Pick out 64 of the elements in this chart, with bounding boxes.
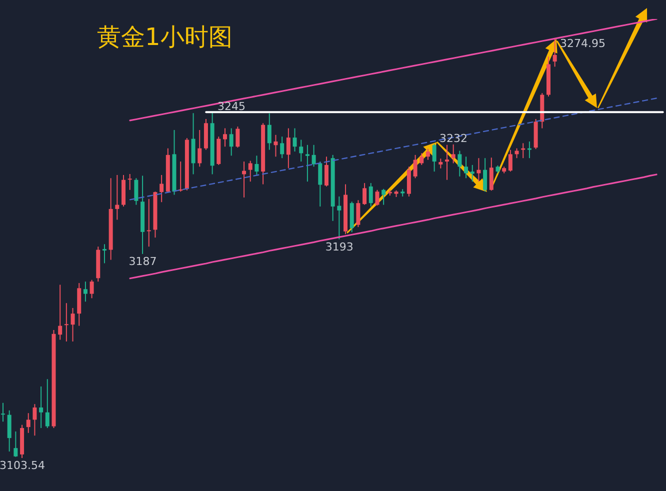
candlestick — [26, 412, 30, 434]
candlestick — [483, 158, 488, 192]
candlestick — [305, 144, 310, 182]
candlestick — [90, 279, 94, 299]
candlestick — [312, 144, 316, 168]
annotation: 3193 — [325, 240, 354, 254]
candlestick — [160, 174, 164, 203]
candlestick — [470, 164, 474, 182]
candlestick — [413, 154, 418, 179]
annotation: 3274.95 — [560, 36, 606, 50]
candlestick — [64, 302, 68, 342]
candlestick — [438, 158, 443, 169]
candlestick — [254, 155, 259, 176]
candlestick — [464, 156, 468, 179]
candlestick — [420, 152, 424, 166]
candlestick — [45, 378, 50, 429]
candlestick — [432, 143, 436, 172]
candlestick — [527, 140, 532, 159]
candlestick — [146, 198, 151, 248]
candlestick — [445, 144, 449, 180]
annotation: 3187 — [128, 254, 157, 268]
annotation: 3245 — [217, 100, 246, 114]
candlestick — [382, 188, 386, 206]
candlestick — [1, 402, 5, 422]
candlestick — [70, 307, 75, 342]
candlestick — [115, 174, 120, 220]
candlestick — [356, 200, 360, 228]
candlestick — [368, 182, 373, 208]
candlestick — [489, 157, 494, 192]
candlestick — [324, 156, 328, 187]
candlestick — [102, 244, 106, 264]
candlestick — [292, 128, 297, 152]
candlestick — [451, 144, 456, 164]
candlestick — [274, 134, 278, 158]
candlestick — [318, 161, 322, 208]
chart-title: 黄金1小时图 — [97, 23, 232, 51]
candlestick — [229, 128, 234, 156]
candlestick — [337, 196, 342, 240]
candlestick — [375, 189, 380, 206]
candlestick — [14, 430, 18, 458]
candlestick — [223, 128, 227, 148]
candlestick — [458, 150, 462, 177]
candlestick — [362, 182, 367, 206]
candlestick — [280, 136, 284, 159]
candlestick — [39, 386, 44, 429]
candlestick — [406, 166, 411, 197]
candlestick — [476, 158, 481, 182]
candlestick — [552, 38, 557, 68]
candlestick — [83, 281, 88, 302]
candlestick — [32, 404, 37, 436]
candlestick — [58, 284, 62, 340]
candlestick — [7, 410, 12, 452]
candlestick — [128, 174, 132, 190]
candlestick — [267, 112, 272, 150]
candlestick — [508, 149, 512, 172]
candlestick — [248, 160, 252, 182]
candlestick — [134, 178, 138, 206]
candlestick — [198, 129, 202, 168]
candlestick — [521, 142, 526, 159]
candlestick — [236, 126, 240, 148]
candlestick — [426, 148, 430, 160]
annotation: 3103.54 — [0, 459, 45, 472]
candlestick — [286, 128, 290, 169]
candlestick — [299, 139, 304, 162]
